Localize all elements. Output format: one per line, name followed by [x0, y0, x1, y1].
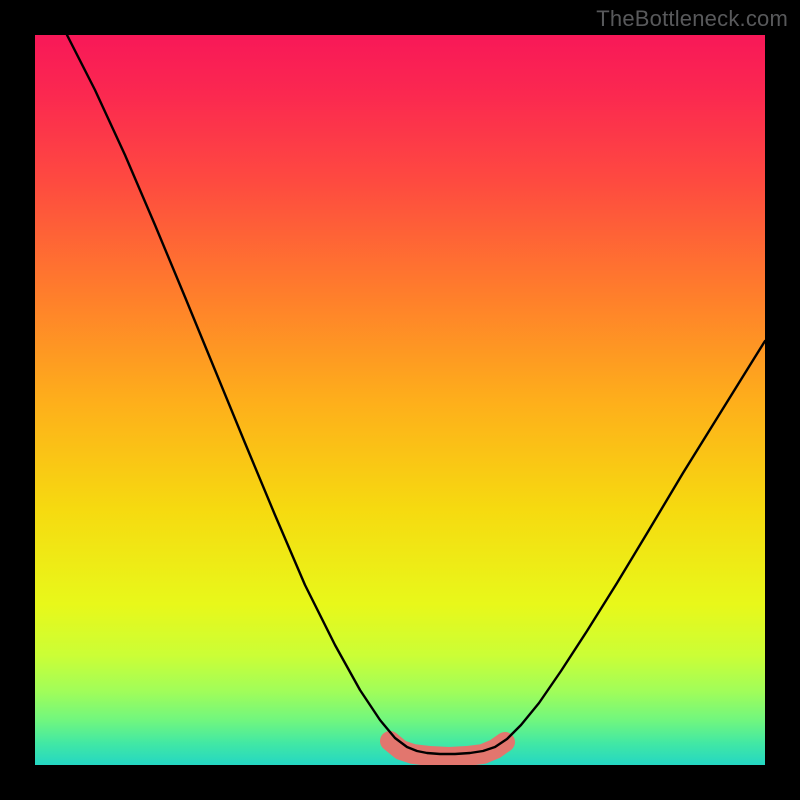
plot-area	[35, 35, 765, 765]
chart-frame: TheBottleneck.com	[0, 0, 800, 800]
chart-svg	[35, 35, 765, 765]
watermark-text: TheBottleneck.com	[596, 6, 788, 32]
bottleneck-curve	[67, 35, 765, 754]
